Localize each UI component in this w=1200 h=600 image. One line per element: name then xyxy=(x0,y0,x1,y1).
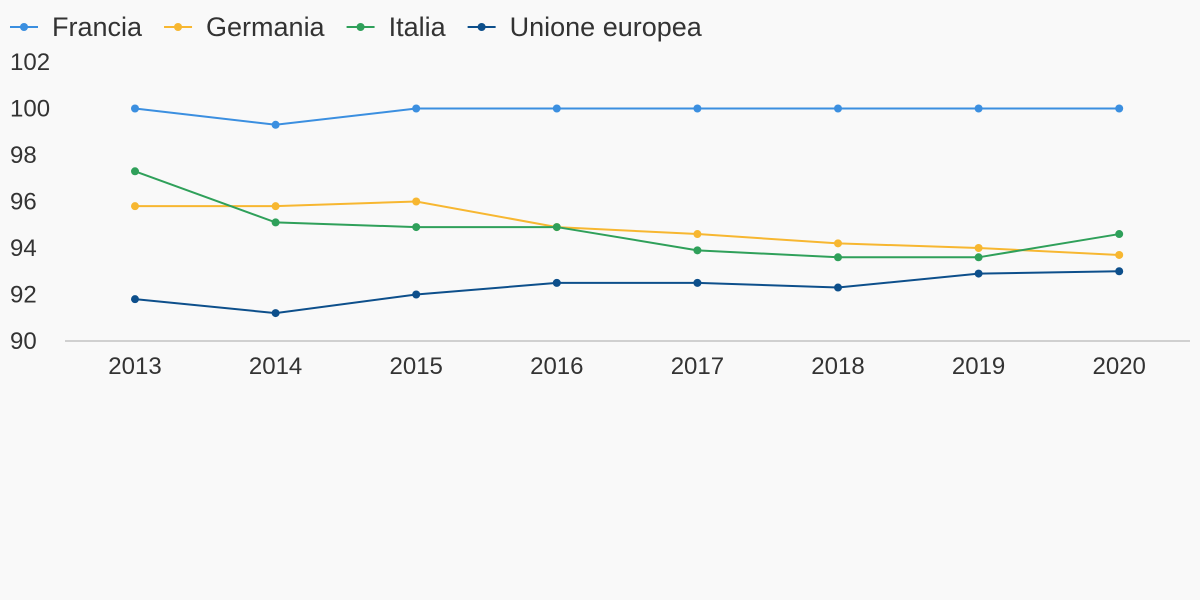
data-point-unione-europea xyxy=(693,278,702,287)
series-germania xyxy=(131,197,1124,259)
series-italia xyxy=(131,167,1124,262)
data-point-italia xyxy=(271,218,280,227)
x-tick-label: 2020 xyxy=(1093,353,1146,380)
series-line-italia xyxy=(134,170,1120,259)
x-tick-label: 2017 xyxy=(671,353,724,380)
data-point-italia xyxy=(834,253,842,262)
x-axis: 2013 2014 2015 2016 2017 2018 2019 2020 xyxy=(65,340,1190,380)
data-point-unione-europea xyxy=(412,290,421,299)
legend-dot-marker xyxy=(20,23,28,31)
series-line-francia xyxy=(134,107,1120,126)
x-tick-label: 2016 xyxy=(530,353,583,380)
data-point-germania xyxy=(834,239,842,248)
y-tick-label: 90 xyxy=(10,328,37,355)
data-point-italia xyxy=(693,246,702,255)
legend-dot-marker xyxy=(356,23,365,31)
data-point-francia xyxy=(131,104,139,113)
data-point-francia xyxy=(693,104,702,113)
x-tick-label: 2013 xyxy=(108,353,161,380)
series-unione-europea xyxy=(131,267,1124,318)
data-point-unione-europea xyxy=(552,278,561,287)
data-point-germania xyxy=(1115,250,1124,259)
legend-item[interactable]: Unione europea xyxy=(467,12,703,42)
data-point-germania xyxy=(271,202,280,211)
y-tick-label: 94 xyxy=(10,235,37,262)
data-point-francia xyxy=(552,104,561,113)
data-point-italia xyxy=(1115,230,1124,239)
y-tick-label: 98 xyxy=(10,142,37,169)
legend: Francia Germania Italia Unione europea xyxy=(10,12,703,42)
legend-item[interactable]: Italia xyxy=(346,12,447,42)
data-point-germania xyxy=(131,202,139,211)
y-tick-label: 102 xyxy=(10,49,50,76)
data-point-francia xyxy=(271,120,280,129)
legend-label: Unione europea xyxy=(510,12,703,42)
legend-label: Germania xyxy=(206,12,326,42)
data-point-francia xyxy=(974,104,983,113)
y-tick-label: 92 xyxy=(10,282,37,309)
legend-dot-marker xyxy=(477,23,486,31)
x-tick-label: 2019 xyxy=(952,353,1005,380)
series-layer xyxy=(131,104,1124,318)
data-point-germania xyxy=(693,230,702,239)
data-point-germania xyxy=(974,244,983,252)
data-point-francia xyxy=(1115,104,1124,113)
data-point-germania xyxy=(412,197,421,206)
legend-item[interactable]: Germania xyxy=(164,12,326,42)
data-point-italia xyxy=(552,223,561,232)
data-point-italia xyxy=(974,253,983,262)
legend-item[interactable]: Francia xyxy=(10,12,143,42)
legend-label: Francia xyxy=(52,12,143,42)
y-tick-label: 96 xyxy=(10,189,37,216)
data-point-francia xyxy=(412,104,421,113)
x-tick-label: 2015 xyxy=(390,353,443,380)
series-line-unione-europea xyxy=(134,270,1120,315)
data-point-francia xyxy=(834,104,842,113)
data-point-italia xyxy=(131,167,139,176)
data-point-unione-europea xyxy=(131,295,139,304)
y-axis: 90 92 94 96 98 100 102 xyxy=(10,49,50,355)
data-point-unione-europea xyxy=(1115,267,1124,276)
data-point-unione-europea xyxy=(974,269,983,278)
data-point-unione-europea xyxy=(271,309,280,318)
series-francia xyxy=(131,104,1124,129)
x-tick-label: 2018 xyxy=(811,353,864,380)
x-tick-label: 2014 xyxy=(249,353,302,380)
data-point-italia xyxy=(412,223,421,232)
legend-dot-marker xyxy=(174,23,183,31)
series-line-germania xyxy=(135,200,1120,256)
data-point-unione-europea xyxy=(834,283,842,292)
legend-label: Italia xyxy=(389,12,447,42)
y-tick-label: 100 xyxy=(10,96,50,123)
